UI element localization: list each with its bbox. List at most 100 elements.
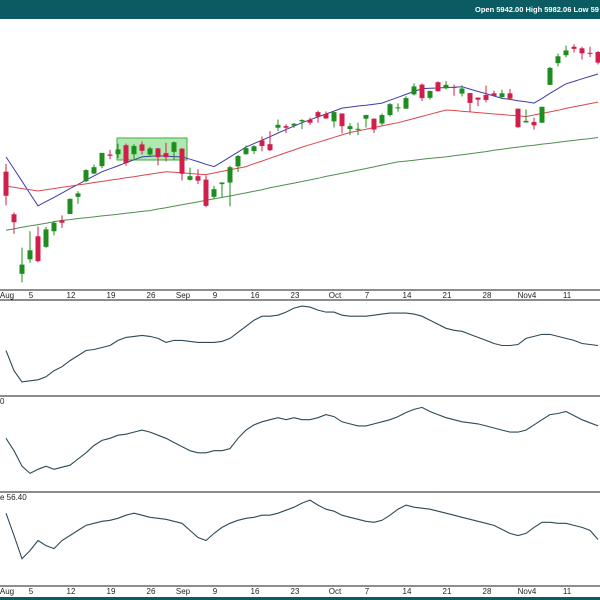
candle-body [331, 112, 337, 122]
candle-body [3, 171, 9, 196]
moving-average [5, 101, 599, 192]
candle-body [195, 176, 201, 181]
x-tick-label: Nov4 [518, 587, 537, 596]
x-tick-label: 21 [443, 291, 452, 300]
footer-bar [0, 597, 600, 600]
x-tick-label: 11 [563, 291, 572, 300]
x-tick-label: 16 [251, 291, 260, 300]
candle-body [595, 52, 600, 63]
candle-body [411, 86, 417, 95]
candle-body [51, 222, 57, 232]
candle-body [67, 198, 73, 215]
high-label: High [525, 5, 542, 14]
low-value: 59 [591, 5, 599, 14]
candle-body [315, 112, 321, 117]
x-tick-label: 12 [67, 291, 76, 300]
candle-body [379, 115, 385, 124]
x-tick-label: 16 [251, 587, 260, 596]
x-tick-label: Oct [329, 291, 342, 300]
candle-body [59, 220, 65, 223]
candle-body [291, 123, 297, 126]
x-tick-label: 5 [29, 291, 34, 300]
x-tick-label: 7 [365, 587, 370, 596]
candle-body [27, 250, 33, 260]
indicator-label: 0 [0, 397, 5, 406]
candle-body [187, 176, 193, 180]
candle-body [19, 264, 25, 274]
candle-body [427, 90, 433, 98]
candle-body [547, 67, 553, 85]
x-tick-label: 26 [147, 291, 156, 300]
x-tick-label: 11 [563, 587, 572, 596]
candle-body [355, 128, 361, 130]
x-tick-label: 21 [443, 587, 452, 596]
indicator-line [5, 499, 599, 560]
x-tick-label: Oct [329, 587, 342, 596]
indicator-line [5, 406, 599, 475]
x-tick-label: 28 [483, 587, 492, 596]
candle-body [147, 148, 153, 155]
candle-body [211, 189, 217, 197]
candle-body [563, 50, 569, 56]
candle-body [483, 94, 489, 100]
candle-body [555, 56, 561, 64]
candle-body [451, 86, 457, 89]
candle-body [467, 93, 473, 103]
candle-body [395, 107, 401, 109]
x-tick-label: Sep [176, 291, 191, 300]
x-tick-label: 14 [403, 291, 412, 300]
candle-body [403, 98, 409, 109]
x-tick-label: 5 [29, 587, 34, 596]
open-label: Open [475, 5, 495, 14]
candle-body [531, 121, 537, 126]
header-quote: Open 5942.00 High 5982.06 Low 59 [475, 5, 599, 14]
candle-body [91, 167, 97, 174]
x-tick-label: 23 [291, 291, 300, 300]
candle-body [491, 93, 497, 96]
candle-body [459, 88, 465, 94]
high-value: 5982.06 [544, 5, 571, 14]
candle-body [339, 113, 345, 127]
x-tick-label: 19 [107, 587, 116, 596]
candle-body [227, 167, 233, 183]
candle-body [299, 120, 305, 122]
candle-body [307, 119, 313, 123]
x-tick-label: Aug [0, 587, 14, 596]
candle-body [371, 118, 377, 130]
candle-body [571, 46, 577, 49]
candle-body [251, 146, 257, 152]
candle-body [219, 182, 225, 185]
candle-body [323, 113, 329, 119]
candle-body [267, 144, 273, 151]
candle-body [259, 140, 265, 146]
candle-body [419, 84, 425, 99]
candle-body [11, 214, 17, 223]
candle-body [99, 152, 105, 167]
x-tick-label: 26 [147, 587, 156, 596]
candle-body [523, 120, 529, 123]
low-label: Low [573, 5, 588, 14]
candle-body [131, 146, 137, 155]
candle-body [43, 229, 49, 247]
x-tick-label: 9 [213, 291, 218, 300]
open-value: 5942.00 [496, 5, 523, 14]
candle-body [115, 149, 121, 155]
candle-body [515, 108, 521, 128]
x-tick-label: Sep [176, 587, 191, 596]
candle-body [275, 124, 281, 128]
candle-body [243, 148, 249, 155]
x-tick-label: 14 [403, 587, 412, 596]
candle-body [475, 97, 481, 100]
moving-average [5, 137, 599, 231]
x-tick-label: 23 [291, 587, 300, 596]
candle-body [387, 104, 393, 116]
candle-body [107, 154, 113, 156]
x-tick-label: Aug [0, 291, 14, 300]
x-tick-label: Nov4 [518, 291, 537, 300]
candle-body [435, 82, 441, 92]
candle-body [35, 236, 41, 262]
candle-body [75, 193, 81, 197]
candle-body [499, 93, 505, 98]
candle-body [347, 126, 353, 130]
candle-body [363, 115, 369, 119]
